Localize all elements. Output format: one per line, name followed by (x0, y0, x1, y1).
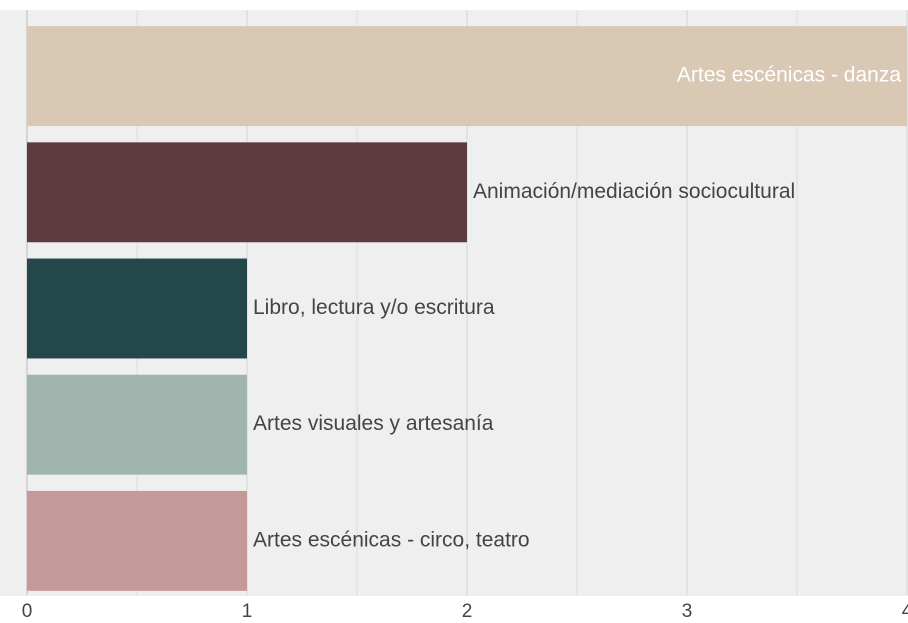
x-tick-label: 1 (242, 601, 253, 622)
x-tick-label: 4 (902, 601, 908, 622)
bar (27, 490, 247, 591)
bar-label: Artes escénicas - circo, teatro (253, 528, 530, 551)
bar-label: Artes escénicas - danza (677, 64, 901, 87)
bar-label: Animación/mediación sociocultural (473, 180, 795, 203)
bar (27, 374, 247, 475)
bar (27, 258, 247, 359)
x-tick-label: 3 (682, 601, 693, 622)
bar-label: Libro, lectura y/o escritura (253, 296, 495, 319)
bar-label: Artes visuales y artesanía (253, 412, 494, 435)
bar (27, 142, 467, 243)
bar (27, 26, 907, 127)
x-tick-label: 0 (22, 601, 33, 622)
x-tick-label: 2 (462, 601, 473, 622)
